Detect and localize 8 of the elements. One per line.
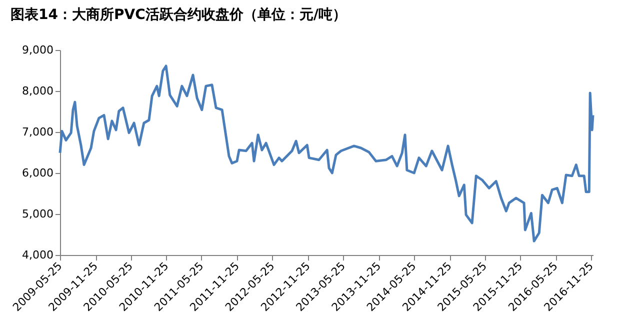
y-tick-label: 8,000 [22, 84, 54, 98]
y-tick-label: 6,000 [22, 166, 54, 180]
y-tick-label: 7,000 [22, 126, 54, 138]
line-series [58, 64, 594, 242]
chart-title: 图表14：大商所PVC活跃合约收盘价（单位：元/吨） [10, 6, 347, 23]
y-tick-label: 9,000 [22, 44, 54, 56]
y-tick-label: 4,000 [22, 248, 54, 262]
y-tick-label: 5,000 [22, 208, 54, 220]
